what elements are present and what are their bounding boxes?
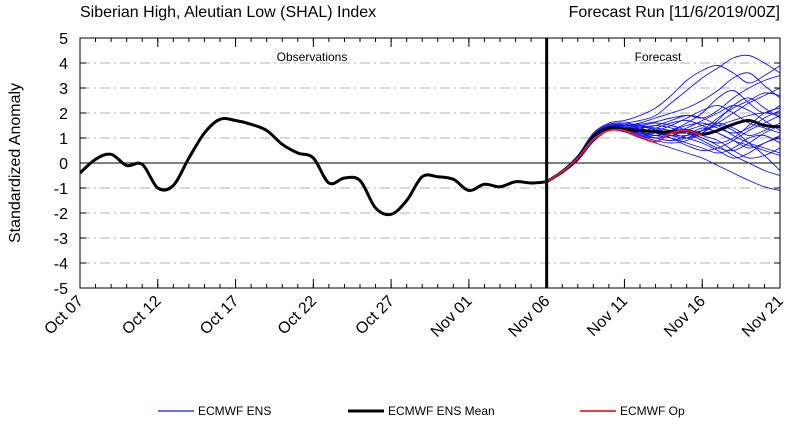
chart-title-left: Siberian High, Aleutian Low (SHAL) Index — [80, 4, 376, 21]
ens-member-line-5 — [546, 89, 780, 183]
y-tick-label: 2 — [59, 106, 68, 123]
chart-title-right: Forecast Run [11/6/2019/00Z] — [569, 4, 780, 21]
y-tick-label: 3 — [59, 81, 68, 98]
x-tick-label: Oct 22 — [275, 293, 320, 338]
y-tick-label: 0 — [59, 156, 68, 173]
observations-line — [80, 116, 547, 217]
x-tick-label: Oct 17 — [197, 293, 242, 338]
x-tick-label: Nov 21 — [739, 293, 787, 341]
y-tick-label: -4 — [54, 256, 68, 273]
y-tick-label: -5 — [54, 281, 68, 298]
y-axis-label: Standardized Anomaly — [7, 83, 24, 243]
ens-member-line-3 — [546, 72, 780, 183]
x-tick-label: Oct 12 — [119, 293, 164, 338]
y-tick-label: 4 — [59, 56, 68, 73]
legend: ECMWF ENS ECMWF ENS Mean ECMWF Op — [158, 404, 685, 418]
legend-label: ECMWF Op — [620, 404, 685, 418]
legend-label: ECMWF ENS Mean — [388, 404, 495, 418]
y-tick-label: -2 — [54, 206, 68, 223]
x-tick-label: Nov 11 — [584, 293, 631, 340]
y-tick-label: 1 — [59, 131, 68, 148]
legend-label: ECMWF ENS — [198, 404, 271, 418]
x-tick-label: Nov 16 — [661, 293, 709, 341]
y-axis-ticks: 5 4 3 2 1 0 -1 -2 -3 -4 -5 — [54, 31, 780, 298]
y-tick-label: -1 — [54, 181, 68, 198]
x-tick-label: Oct 27 — [353, 293, 398, 338]
x-tick-label: Oct 07 — [41, 293, 86, 338]
ens-member-line-18 — [546, 127, 780, 183]
ens-members — [546, 54, 780, 191]
y-tick-label: -3 — [54, 231, 68, 248]
x-tick-label: Nov 01 — [428, 293, 476, 341]
annotation-observations: Observations — [277, 50, 348, 64]
op-series — [546, 128, 703, 183]
observations-series — [80, 116, 547, 217]
annotation-forecast: Forecast — [635, 50, 682, 64]
y-tick-label: 5 — [59, 31, 68, 48]
op-line — [546, 128, 703, 183]
x-tick-label: Nov 06 — [506, 293, 554, 341]
ens-member-line-7 — [546, 129, 780, 191]
